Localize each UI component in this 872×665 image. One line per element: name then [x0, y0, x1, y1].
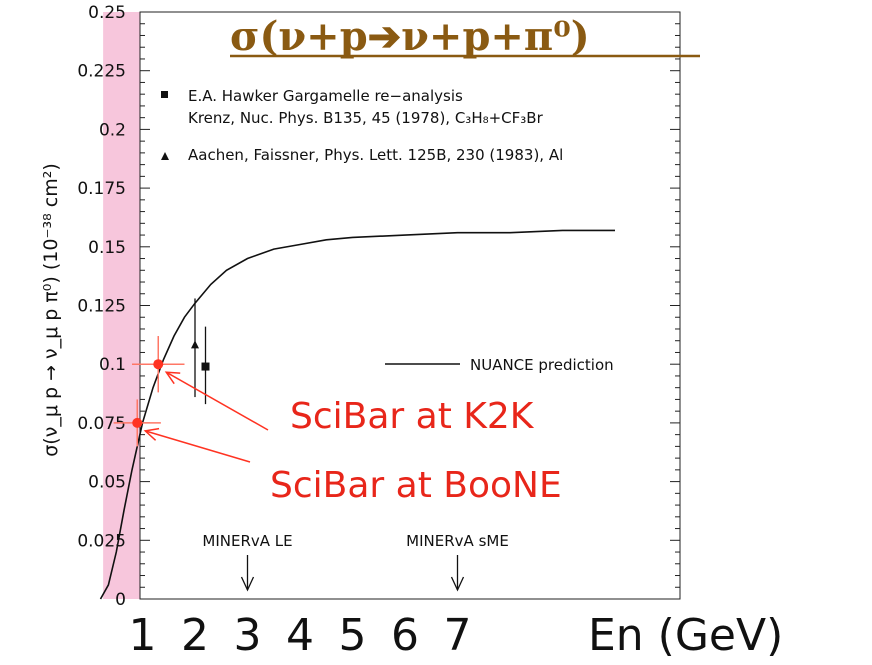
x-tick-label: 7: [444, 610, 472, 661]
legend-marker-triangle: [161, 152, 169, 160]
x-tick-label: 2: [181, 610, 209, 661]
x-tick-label: 1: [129, 610, 157, 661]
x-tick-label: 6: [391, 610, 419, 661]
y-tick-label: 0.1: [99, 355, 126, 375]
minerva-arrow-label: MINERvA sME: [406, 532, 509, 550]
annotation-arrow-head: [143, 427, 160, 441]
y-tick-label: 0.2: [99, 120, 126, 140]
projection-point: [132, 417, 143, 428]
chart-title: σ(ν+p➔ν+p+π⁰): [230, 13, 590, 60]
projection-point: [153, 359, 164, 370]
y-tick-label: 0.075: [77, 414, 126, 434]
annotation-arrow-line: [145, 430, 251, 463]
annotation-arrows: [143, 371, 269, 463]
minerva-arrow-head: [450, 576, 465, 592]
annotation-arrow-line: [165, 371, 269, 431]
y-tick-label: 0.125: [77, 297, 126, 317]
minerva-arrow-head: [240, 576, 255, 592]
y-tick-label: 0.05: [88, 473, 126, 493]
minerva-arrows: MINERvA LE MINERvA sME: [202, 532, 509, 592]
minerva-arrow-label: MINERvA LE: [202, 532, 292, 550]
annotation-backdrop-k2k: [276, 388, 596, 440]
nuance-curve: [99, 229, 615, 600]
y-axis-label: σ(ν_μ p → ν_μ p π⁰) (10⁻³⁸ cm²): [40, 163, 62, 456]
x-tick-label: 5: [339, 610, 367, 661]
legend-label-nuance: NUANCE prediction: [470, 356, 614, 374]
y-tick-label: 0.25: [88, 3, 126, 23]
legend-label-hawker: E.A. Hawker Gargamelle re−analysis: [188, 87, 463, 105]
annotation-arrow-head: [164, 371, 181, 385]
highlight-band: [103, 12, 140, 599]
legend: E.A. Hawker Gargamelle re−analysis Krenz…: [161, 87, 614, 374]
measurement-point-triangle: [191, 340, 199, 349]
measurements: [191, 298, 210, 405]
projections: [113, 336, 185, 447]
annotation-backdrop-boone: [258, 456, 616, 514]
y-tick-label: 0.025: [77, 531, 126, 551]
annotation-scibar-k2k: SciBar at K2K: [290, 396, 535, 437]
y-tick-label: 0.225: [77, 62, 126, 82]
x-axis-label: En (GeV): [588, 610, 783, 661]
x-tick-label: 3: [234, 610, 262, 661]
x-tick-label: 4: [286, 610, 314, 661]
legend-label-aachen: Aachen, Faissner, Phys. Lett. 125B, 230 …: [188, 146, 563, 164]
y-tick-label: 0.15: [88, 238, 126, 258]
y-axis-ticks: 0 0.025 0.05 0.075 0.1 0.125 0.15 0.175 0.2 0.225…: [77, 3, 680, 610]
measurement-point-square: [201, 362, 210, 371]
y-tick-label: 0: [115, 590, 126, 610]
legend-label-krenz: Krenz, Nuc. Phys. B135, 45 (1978), C₃H₈+…: [188, 109, 544, 127]
legend-marker-square: [161, 91, 168, 98]
y-tick-label: 0.175: [77, 179, 126, 199]
annotation-scibar-boone: SciBar at BooNE: [270, 465, 562, 506]
